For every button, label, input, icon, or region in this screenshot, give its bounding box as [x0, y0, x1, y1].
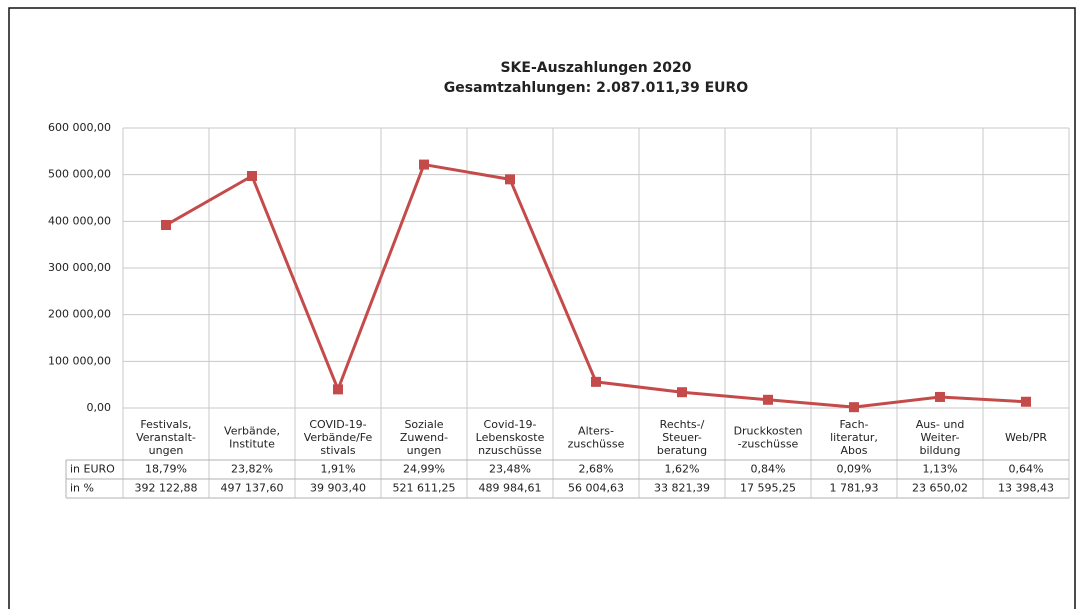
x-tick-line: Abos [841, 444, 868, 457]
marker [763, 394, 773, 405]
x-tick-line: Covid-19- [484, 418, 537, 431]
x-tick-label: Alters-zuschüsse [568, 425, 625, 451]
value-label: 33 821,39 [654, 482, 710, 495]
x-tick-label: Covid-19-Lebenskoste nzuschüsse [476, 418, 545, 457]
x-tick-line: stivals [320, 444, 355, 457]
x-tick-line: bildung [919, 444, 960, 457]
row-label: in % [70, 482, 94, 495]
x-tick-line: ungen [407, 444, 442, 457]
share-label: 0,09% [837, 463, 872, 476]
value-label: 489 984,61 [479, 482, 542, 495]
x-tick-line: -zuschüsse [738, 438, 799, 451]
x-tick-line: Soziale [404, 418, 443, 431]
marker [849, 402, 859, 413]
x-tick-line: Alters- [578, 425, 614, 438]
row-label: in EURO [70, 463, 115, 476]
value-label: 392 122,88 [135, 482, 198, 495]
y-tick-label: 200 000,00 [48, 308, 111, 321]
x-tick-label: Rechts-/Steuer-beratung [657, 418, 707, 457]
marker [333, 384, 343, 395]
y-tick-label: 100 000,00 [48, 354, 111, 367]
x-tick-line: Zuwend- [400, 431, 448, 444]
share-label: 1,62% [665, 463, 700, 476]
x-tick-label: Soziale Zuwend-ungen [400, 418, 448, 457]
value-label: 13 398,43 [998, 482, 1054, 495]
x-tick-label: Fach-literatur, Abos [830, 418, 878, 457]
x-tick-label: Aus- und Weiter-bildung [916, 418, 965, 457]
y-tick-label: 500 000,00 [48, 168, 111, 181]
marker [591, 376, 601, 387]
x-tick-label: COVID-19-Verbände/Fe stivals [304, 418, 373, 457]
x-tick-line: Rechts-/ [660, 418, 705, 431]
x-tick-line: Fach- [839, 418, 868, 431]
x-tick-label: Web/PR [1005, 431, 1047, 444]
x-tick-line: Verbände, [224, 425, 280, 438]
chart-title: SKE-Auszahlungen 2020 [500, 60, 691, 76]
x-tick-line: Druckkosten [734, 425, 803, 438]
x-tick-line: ungen [149, 444, 184, 457]
frame [8, 7, 1076, 609]
x-tick-line: Veranstalt- [136, 431, 196, 444]
share-label: 24,99% [403, 463, 445, 476]
value-label: 497 137,60 [221, 482, 284, 495]
marker [505, 174, 515, 185]
x-tick-label: Verbände, Institute [224, 425, 280, 451]
share-label: 1,13% [923, 463, 958, 476]
share-label: 0,64% [1009, 463, 1044, 476]
y-tick-label: 0,00 [87, 401, 112, 414]
value-label: 56 004,63 [568, 482, 624, 495]
value-label: 1 781,93 [830, 482, 879, 495]
value-label: 39 903,40 [310, 482, 366, 495]
x-tick-line: zuschüsse [568, 438, 625, 451]
x-tick-line: Weiter- [921, 431, 960, 444]
y-tick-label: 300 000,00 [48, 261, 111, 274]
marker [677, 387, 687, 398]
marker [247, 171, 257, 182]
x-tick-label: Festivals, Veranstalt-ungen [136, 418, 196, 457]
y-tick-label: 600 000,00 [48, 121, 111, 134]
x-tick-line: Steuer- [662, 431, 702, 444]
share-label: 18,79% [145, 463, 187, 476]
x-tick-line: beratung [657, 444, 707, 457]
x-tick-line: Festivals, [140, 418, 191, 431]
value-label: 521 611,25 [393, 482, 456, 495]
marker [419, 159, 429, 170]
value-label: 23 650,02 [912, 482, 968, 495]
x-tick-line: COVID-19- [309, 418, 366, 431]
marker [161, 220, 171, 231]
x-tick-line: Aus- und [916, 418, 965, 431]
share-label: 23,82% [231, 463, 273, 476]
share-label: 2,68% [579, 463, 614, 476]
x-tick-line: Lebenskoste [476, 431, 545, 444]
share-label: 0,84% [751, 463, 786, 476]
x-tick-line: Verbände/Fe [304, 431, 373, 444]
y-tick-label: 400 000,00 [48, 214, 111, 227]
x-tick-line: literatur, [830, 431, 878, 444]
value-label: 17 595,25 [740, 482, 796, 495]
share-label: 23,48% [489, 463, 531, 476]
x-tick-label: Druckkosten -zuschüsse [734, 425, 803, 451]
marker [935, 391, 945, 402]
x-tick-line: Institute [229, 438, 275, 451]
x-tick-line: Web/PR [1005, 431, 1047, 444]
share-label: 1,91% [321, 463, 356, 476]
marker [1021, 396, 1031, 407]
x-tick-line: nzuschüsse [478, 444, 542, 457]
chart-subtitle: Gesamtzahlungen: 2.087.011,39 EURO [444, 80, 749, 96]
